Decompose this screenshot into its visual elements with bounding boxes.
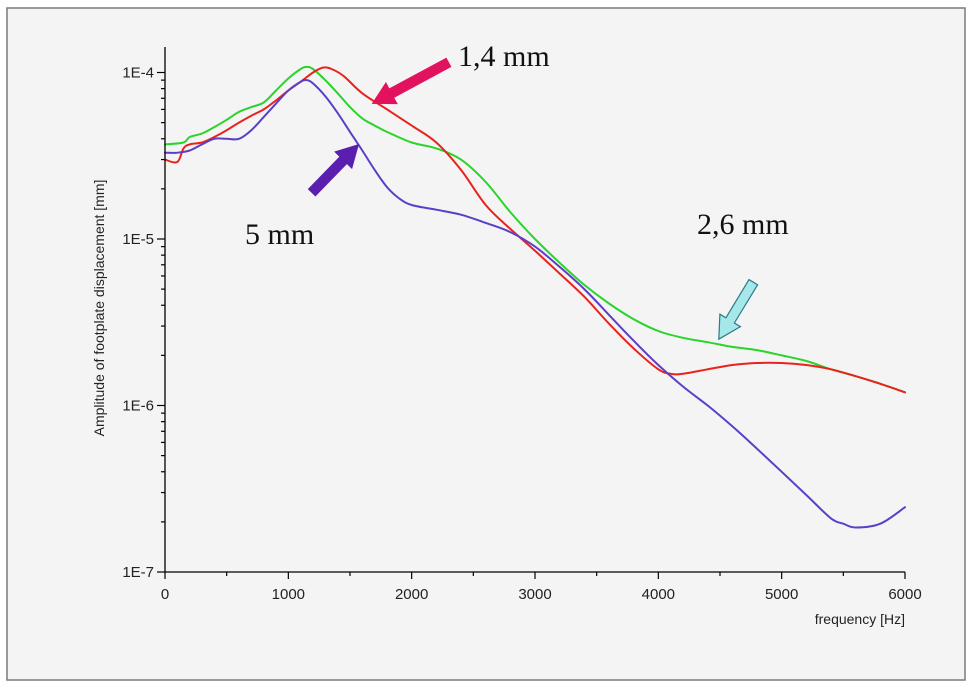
x-axis-label: frequency [Hz] <box>815 611 905 627</box>
annotation-layer: 1,4 mm 5 mm 2,6 mm <box>245 40 789 341</box>
x-tick-label: 1000 <box>272 586 305 603</box>
x-tick-label: 3000 <box>518 586 551 603</box>
y-tick-label: 1E-5 <box>122 231 154 248</box>
x-tick-label: 0 <box>161 586 169 603</box>
x-tick-label: 6000 <box>888 586 921 603</box>
series-line-3 <box>164 78 906 529</box>
annotation-arrow-2 <box>307 143 360 197</box>
x-tick-label: 2000 <box>395 586 428 603</box>
y-tick-label: 1E-7 <box>122 564 154 581</box>
annotation-label-3: 2,6 mm <box>697 208 789 241</box>
series-line-1 <box>164 65 906 394</box>
x-tick-label: 4000 <box>642 586 675 603</box>
y-axis-ticks: 1E-7 1E-6 1E-5 1E-4 <box>122 65 165 581</box>
annotation-arrow-3 <box>718 278 759 341</box>
series-line-2 <box>164 66 906 394</box>
y-tick-label: 1E-6 <box>122 398 154 415</box>
annotation-arrow-1 <box>371 57 452 105</box>
y-tick-label: 1E-4 <box>122 65 154 82</box>
annotation-label-1: 1,4 mm <box>458 40 550 73</box>
x-tick-label: 5000 <box>765 586 798 603</box>
figure-frame <box>6 7 966 681</box>
x-axis-ticks: 0 1000 2000 3000 4000 5000 6000 <box>161 572 922 603</box>
annotation-label-2: 5 mm <box>245 218 314 251</box>
y-axis-label: Amplitude of footplate displacement [mm] <box>91 180 107 437</box>
series-layer <box>164 65 906 529</box>
